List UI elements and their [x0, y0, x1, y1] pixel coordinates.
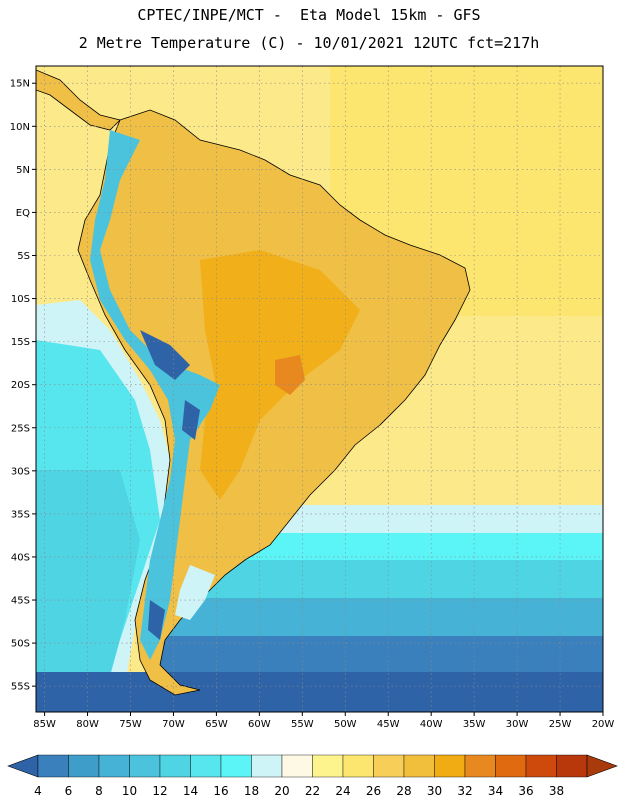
- atlantic-band-12: [160, 598, 603, 638]
- colorbar-swatch: [373, 754, 405, 778]
- grid-lines: [36, 66, 603, 712]
- lon-label: 55W: [291, 719, 314, 730]
- colorbar-swatch: [525, 754, 557, 778]
- very-hot-spot: [275, 355, 305, 395]
- lat-label: 10S: [11, 294, 30, 305]
- lon-label: 35W: [463, 719, 486, 730]
- colorbar-value-label: 32: [457, 784, 472, 798]
- colorbar-value-label: 6: [65, 784, 73, 798]
- lat-label: 40S: [11, 552, 30, 563]
- lat-label: 15S: [11, 337, 30, 348]
- header-title-line1: CPTEC/INPE/MCT - Eta Model 15km - GFS: [137, 6, 481, 24]
- atlantic-band-8: [150, 636, 603, 676]
- colorbar-value-label: 18: [244, 784, 259, 798]
- lat-label: 50S: [11, 639, 30, 650]
- lat-label: 25S: [11, 423, 30, 434]
- colorbar-swatch: [37, 754, 69, 778]
- colorbar-swatch: [220, 754, 252, 778]
- colorbar-value-label: 10: [122, 784, 137, 798]
- lon-label: 75W: [119, 719, 142, 730]
- patagonia-cool: [175, 565, 215, 620]
- colorbar-value-label: 20: [274, 784, 289, 798]
- latitude-labels: 15N 10N 5N EQ 5S 10S 15S 20S 25S 30S 35S 40S 45S 50S 5…: [10, 79, 30, 693]
- colorbar-swatch: [495, 754, 527, 778]
- colorbar-value-label: 14: [183, 784, 198, 798]
- colorbar-swatch: [190, 754, 222, 778]
- colorbar-swatch: [403, 754, 435, 778]
- lon-label: 20W: [592, 719, 615, 730]
- colorbar-swatch: [159, 754, 191, 778]
- colorbar-labels: 4 6 8 10 12 14 16 18 20 22 24 26 28 30 32 34 36 38: [34, 784, 564, 798]
- andes-ridge: [90, 130, 220, 660]
- colorbar-swatch: [464, 754, 496, 778]
- longitude-labels: 85W 80W 75W 70W 65W 60W 55W 50W 45W 40W 35W 30W 25W 2…: [33, 719, 614, 730]
- lat-label: 5N: [16, 165, 30, 176]
- colorbar-swatch: [98, 754, 130, 778]
- colorbar-value-label: 38: [549, 784, 564, 798]
- lat-label: 55S: [11, 682, 30, 693]
- lat-label: 30S: [11, 466, 30, 477]
- colorbar-high-arrow: [586, 754, 618, 778]
- colorbar-value-label: 12: [152, 784, 167, 798]
- colorbar-value-label: 16: [213, 784, 228, 798]
- colorbar-swatch: [434, 754, 466, 778]
- colorbar-value-label: 24: [335, 784, 350, 798]
- atlantic-band-14: [190, 560, 603, 600]
- colorbar-value-label: 30: [427, 784, 442, 798]
- colorbar-swatch: [251, 754, 283, 778]
- lat-label: 20S: [11, 380, 30, 391]
- header-title-line2: 2 Metre Temperature (C) - 10/01/2021 12U…: [78, 34, 540, 52]
- colorbar-swatch: [68, 754, 100, 778]
- colorbar-swatch: [281, 754, 313, 778]
- lon-label: 60W: [248, 719, 271, 730]
- colorbar-value-label: 36: [518, 784, 533, 798]
- lat-label: 15N: [10, 79, 30, 90]
- map-frame: [35, 65, 604, 713]
- atlantic-band-6: [36, 672, 603, 712]
- colorbar-swatch: [342, 754, 374, 778]
- colorbar-swatch: [312, 754, 344, 778]
- colorbar-low-arrow: [7, 754, 39, 778]
- lat-label: 5S: [17, 251, 30, 262]
- andes-peaks: [140, 330, 200, 640]
- lon-label: 70W: [162, 719, 185, 730]
- map-plot-area: [36, 66, 603, 712]
- atlantic-band-20: [240, 505, 603, 535]
- colorbar-value-label: 28: [396, 784, 411, 798]
- lon-label: 50W: [334, 719, 357, 730]
- lon-label: 65W: [205, 719, 228, 730]
- lat-label: 45S: [11, 596, 30, 607]
- lon-label: 85W: [33, 719, 56, 730]
- lon-label: 40W: [420, 719, 443, 730]
- lat-label: 35S: [11, 509, 30, 520]
- lat-label: EQ: [16, 208, 30, 219]
- colorbar-value-label: 4: [34, 784, 42, 798]
- lon-label: 80W: [76, 719, 99, 730]
- colorbar-value-label: 34: [488, 784, 503, 798]
- lon-label: 30W: [506, 719, 529, 730]
- colorbar: [7, 754, 618, 778]
- colorbar-swatch: [129, 754, 161, 778]
- colorbar-value-label: 26: [366, 784, 381, 798]
- colorbar-value-label: 8: [95, 784, 103, 798]
- colorbar-value-label: 22: [305, 784, 320, 798]
- lon-label: 25W: [549, 719, 572, 730]
- axis-ticks: [32, 82, 604, 716]
- lat-label: 10N: [10, 122, 30, 133]
- colorbar-swatch: [556, 754, 588, 778]
- pacific-colder-zone: [36, 470, 140, 712]
- lon-label: 45W: [377, 719, 400, 730]
